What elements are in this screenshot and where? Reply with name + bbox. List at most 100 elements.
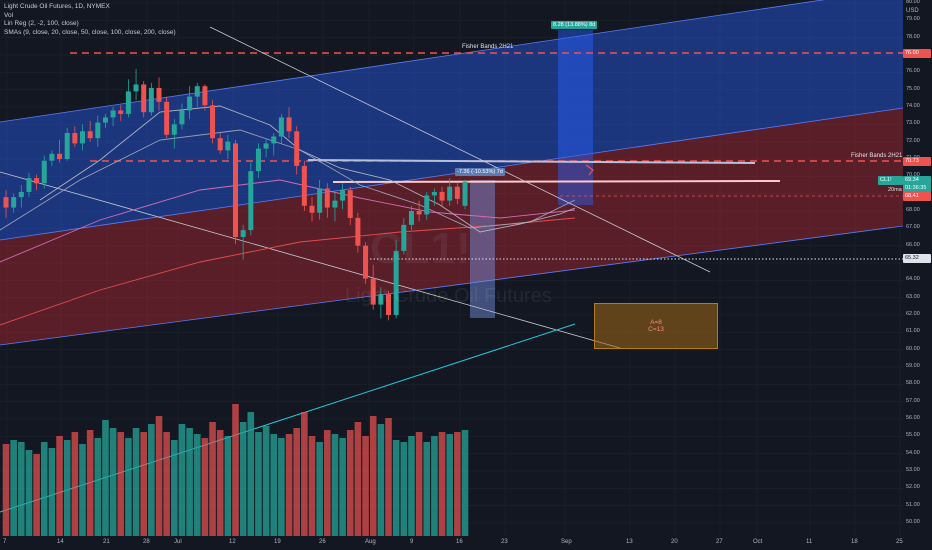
candle-body bbox=[80, 131, 85, 144]
price-tick-label: 68.00 bbox=[906, 207, 920, 213]
symbol-tag: CL1! bbox=[878, 176, 903, 185]
volume-bar bbox=[377, 424, 385, 536]
candle-body bbox=[271, 136, 277, 144]
volume-bar bbox=[86, 430, 94, 536]
volume-bar bbox=[247, 412, 255, 536]
price-tick-label: 76.00 bbox=[906, 68, 920, 75]
candle-body bbox=[187, 96, 193, 111]
volume-bar bbox=[324, 430, 331, 536]
candle-body bbox=[340, 190, 346, 201]
candle-body bbox=[156, 87, 162, 102]
fisher-band-edge bbox=[0, 107, 904, 241]
candle-body bbox=[141, 84, 147, 113]
price-tick-label: 50.00 bbox=[906, 519, 920, 525]
volume-bar bbox=[408, 436, 415, 536]
last-price-tag: 69.34 bbox=[903, 176, 931, 185]
volume-bar bbox=[155, 416, 163, 536]
fisher-bands-label-top[interactable]: Fisher Bands 2H21 bbox=[462, 44, 514, 50]
volume-bar bbox=[56, 436, 63, 536]
volume-bar bbox=[301, 412, 308, 536]
price-axis[interactable]: 80.0079.0078.0077.0076.0075.0074.0073.00… bbox=[903, 0, 932, 536]
price-tick-label: 79.00 bbox=[906, 16, 920, 23]
candle-body bbox=[393, 250, 399, 315]
volume-bar bbox=[354, 422, 362, 536]
fisher-top-price-tag: 76.00 bbox=[903, 49, 931, 58]
legend-linreg[interactable]: Lin Reg (2, -2, 100, close) bbox=[4, 20, 79, 28]
measure-label-mid[interactable]: -7.36 (-10.53%) 7d bbox=[455, 168, 505, 176]
time-tick-label: 18 bbox=[851, 539, 858, 545]
candle-body bbox=[378, 294, 384, 305]
volume-bar bbox=[140, 432, 147, 536]
candle-body bbox=[347, 190, 353, 218]
price-tick-label: 56.00 bbox=[906, 415, 920, 421]
resistance-line bbox=[307, 159, 756, 164]
price-tick-label: 75.00 bbox=[906, 85, 920, 92]
volume-bar bbox=[278, 438, 285, 536]
candle-body bbox=[324, 188, 330, 208]
price-tick-label: 61.00 bbox=[906, 328, 920, 335]
volume-bar bbox=[186, 428, 193, 536]
candle-body bbox=[240, 230, 246, 237]
time-tick-label: 9 bbox=[410, 539, 414, 545]
candle-body bbox=[164, 101, 170, 135]
volume-bar bbox=[132, 428, 140, 536]
volume-bar bbox=[163, 432, 170, 536]
candle-body bbox=[278, 117, 284, 137]
price-tick-label: 74.00 bbox=[906, 103, 920, 109]
volume-bar bbox=[178, 424, 186, 536]
box-line-c: C=13 bbox=[648, 326, 664, 333]
volume-bar bbox=[209, 422, 216, 536]
candle-body bbox=[210, 105, 216, 139]
volume-bar bbox=[331, 434, 339, 536]
time-tick-label: 7 bbox=[3, 539, 7, 545]
time-tick-label: 23 bbox=[501, 539, 508, 545]
ma-price-tag: 68.41 bbox=[903, 192, 931, 201]
volume-bar bbox=[71, 432, 79, 536]
price-tick-label: 66.00 bbox=[906, 241, 920, 248]
measure-label-top[interactable]: 8.28 (13.88%) 8d bbox=[551, 21, 598, 29]
candle-body bbox=[34, 178, 40, 184]
candle-body bbox=[194, 86, 200, 97]
legend-smas[interactable]: SMAs (9, close, 20, close, 50, close, 10… bbox=[4, 28, 176, 36]
time-tick-label: 21 bbox=[103, 539, 110, 545]
volume-bar bbox=[285, 434, 293, 536]
ac-info-box[interactable]: A=8 C=13 bbox=[594, 303, 718, 349]
legend-vol[interactable]: Vol bbox=[4, 11, 14, 19]
candle-body bbox=[233, 143, 238, 237]
price-tick-label: 64.00 bbox=[906, 276, 920, 283]
volume-bar bbox=[148, 424, 155, 536]
candle-body bbox=[355, 217, 361, 246]
candle-body bbox=[171, 124, 177, 135]
time-tick-label: 25 bbox=[896, 539, 903, 545]
countdown-tag: 01:36:35 bbox=[903, 184, 931, 193]
dotted-level-tag: 65.32 bbox=[903, 254, 931, 263]
volume-bar bbox=[94, 438, 102, 536]
candle-body bbox=[125, 91, 131, 114]
ma-label[interactable]: 20ma bbox=[888, 187, 902, 193]
chart-legend: Light Crude Oil Futures, 1D, NYMEX Vol L… bbox=[4, 3, 176, 37]
measure-range-mid bbox=[470, 180, 495, 318]
price-tick-label: 54.00 bbox=[906, 449, 920, 456]
candle-body bbox=[424, 195, 430, 215]
currency-label: USD bbox=[906, 8, 919, 14]
legend-symbol[interactable]: Light Crude Oil Futures, 1D, NYMEX bbox=[4, 3, 110, 10]
volume-bar bbox=[117, 432, 125, 536]
candle-body bbox=[217, 138, 223, 151]
time-axis[interactable]: 7 14 21 28 Jul 12 19 26 Aug 9 16 23 Sep 13 20 27 Oct 11 18… bbox=[0, 536, 932, 550]
volume-bar bbox=[262, 426, 270, 536]
time-tick-label: 11 bbox=[806, 539, 813, 545]
volume-bar bbox=[109, 428, 117, 536]
sma-50 bbox=[0, 129, 576, 231]
price-tick-label: 67.00 bbox=[906, 224, 920, 231]
candle-body bbox=[11, 197, 17, 208]
time-tick-label: 28 bbox=[143, 539, 150, 545]
candle-body bbox=[286, 117, 292, 132]
candle-body bbox=[462, 181, 468, 206]
pivot-arrow-icon bbox=[585, 164, 594, 176]
volume-bar bbox=[40, 442, 48, 536]
resistance-line-2 bbox=[332, 180, 781, 183]
trendline-lower bbox=[0, 171, 621, 349]
fisher-bands-label-right[interactable]: Fisher Bands 2H21 bbox=[851, 153, 903, 159]
volume-bar bbox=[339, 438, 346, 536]
